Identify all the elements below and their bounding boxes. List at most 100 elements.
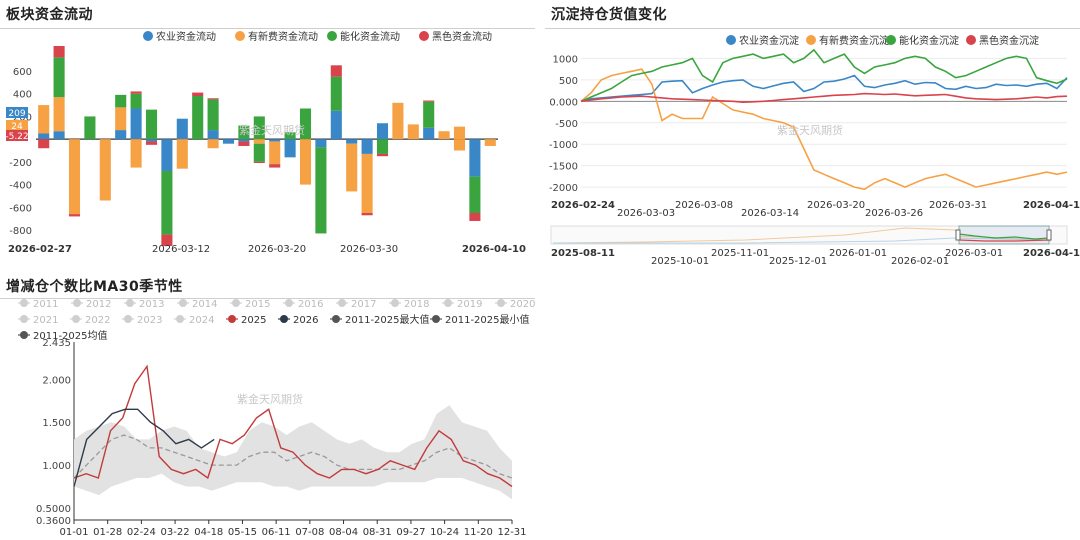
watermark: 紫金天风期货 (237, 392, 303, 406)
legend-swatch (432, 315, 440, 323)
legend-swatch (391, 299, 399, 307)
bar-segment (115, 107, 127, 131)
navigator-tick-label: 2025-11-01 (711, 248, 769, 259)
fund-flow-chart: 农业资金流动有新费资金流动能化资金流动黑色资金流动600400200-200-4… (5, 30, 526, 255)
bar-segment (361, 139, 373, 154)
y-tick-label: 2.000 (42, 375, 71, 386)
legend-label-1: 有新费资金沉淀 (819, 34, 889, 47)
bar-segment (130, 108, 142, 140)
bar-segment (376, 153, 389, 157)
legend-label: 2011-2025最小值 (445, 313, 530, 326)
legend-label: 2026 (293, 315, 318, 326)
legend-label: 2013 (139, 299, 164, 310)
x-tick-label: 02-24 (127, 527, 156, 538)
x-tick-label: 2026-03-08 (675, 200, 733, 211)
legend-swatch (280, 315, 288, 323)
legend-swatch (176, 315, 184, 323)
legend-label-3: 黑色资金沉淀 (979, 34, 1039, 47)
legend-label-2: 能化资金流动 (340, 30, 400, 43)
bar-segment (238, 139, 250, 142)
bar-segment (253, 139, 265, 144)
x-tick-label: 01-28 (93, 527, 122, 538)
bar-segment (469, 213, 481, 221)
legend-label-0: 农业资金流动 (156, 30, 216, 43)
y-tick-label: -400 (9, 181, 32, 192)
navigator-handle-left (955, 229, 961, 241)
legend-swatch (179, 299, 187, 307)
x-tick-label: 10-24 (430, 527, 459, 538)
legend-label: 2021 (33, 315, 58, 326)
bar-segment (38, 139, 50, 149)
legend-swatch-3 (966, 35, 976, 45)
bar-segment (361, 153, 373, 214)
bar-segment (269, 139, 281, 142)
watermark: 紫金天风期货 (777, 123, 843, 137)
legend-label: 2016 (298, 299, 323, 310)
bar-segment (53, 97, 65, 132)
y-tick-label: 2.435 (42, 338, 71, 349)
bar-segment (222, 139, 235, 144)
y-tick-label: 1000 (553, 54, 578, 65)
fund-flow-panel: 板块资金流动 农业资金流动 有新费资金流动 能化资金流动 黑色资金流动 600 400 20… (0, 0, 535, 268)
bar-segment (145, 139, 158, 142)
bar-segment (392, 102, 404, 140)
legend-label: 2011 (33, 299, 58, 310)
series-2025-line (73, 364, 513, 488)
y-tick-label: -200 (9, 158, 32, 169)
x-tick-label: 01-01 (59, 527, 88, 538)
legend-label-1: 有新费资金流动 (248, 30, 318, 43)
bar-segment (376, 139, 389, 154)
bar-segment (145, 109, 158, 140)
bar-segment (161, 170, 173, 235)
bar-segment (346, 143, 358, 192)
navigator-tick-label: 2025-10-01 (651, 256, 709, 267)
legend-label-0: 农业资金沉淀 (739, 34, 799, 47)
value-marker-bg (6, 130, 28, 141)
navigator-tick-label: 2025-12-01 (769, 256, 827, 267)
x-tick-label: 2026-03-14 (741, 208, 799, 219)
legend-swatch (20, 315, 28, 323)
bar-segment (99, 139, 111, 201)
bar-segment (192, 95, 204, 140)
navigator-tick-label: 2026-02-01 (891, 256, 949, 267)
legend-swatch (232, 299, 240, 307)
legend-swatch-3 (419, 31, 429, 41)
sediment-chart: 农业资金沉淀 有新费资金沉淀 能化资金沉淀 黑色资金沉淀 1000 500 0.000 -50… (549, 34, 1080, 267)
y-tick-label: -1500 (549, 162, 578, 173)
y-tick-label: -2000 (549, 183, 578, 194)
bar-segment (376, 123, 389, 140)
series-2026-line (73, 408, 215, 487)
x-tick-label: 06-11 (262, 527, 291, 538)
legend-label: 2018 (404, 299, 429, 310)
y-tick-label: 0.3600 (36, 516, 71, 527)
bar-segment (438, 131, 450, 140)
legend-swatch (332, 315, 340, 323)
y-tick-label: 0.000 (549, 97, 578, 108)
y-tick-label: 400 (13, 90, 32, 101)
bar-segment (423, 100, 435, 102)
value-marker: -5.22 (5, 132, 28, 142)
x-tick-label: 08-04 (329, 527, 358, 538)
mean-line (73, 434, 513, 479)
bar-segment (330, 76, 342, 111)
legend-label: 2014 (192, 299, 217, 310)
legend-swatch (338, 299, 346, 307)
legend-label: 2025 (241, 315, 266, 326)
bar-segment (407, 124, 419, 140)
x-tick-label: 08-31 (363, 527, 392, 538)
bar-segment (130, 93, 142, 109)
legend-label: 2015 (245, 299, 270, 310)
x-tick-label: 05-15 (228, 527, 257, 538)
x-tick-label: 03-22 (161, 527, 190, 538)
navigator-tick-label: 2025-08-11 (551, 248, 615, 259)
legend-swatch-2 (886, 35, 896, 45)
legend-swatch (497, 299, 505, 307)
y-tick-label: 0.5000 (36, 504, 71, 515)
bar-segment (192, 92, 204, 96)
legend-swatch (228, 315, 236, 323)
bar-segment (38, 105, 50, 134)
legend-swatch (73, 299, 81, 307)
x-tick-label: 2026-03-26 (865, 208, 923, 219)
legend-label: 2022 (85, 315, 110, 326)
series-line-3 (580, 92, 1068, 104)
